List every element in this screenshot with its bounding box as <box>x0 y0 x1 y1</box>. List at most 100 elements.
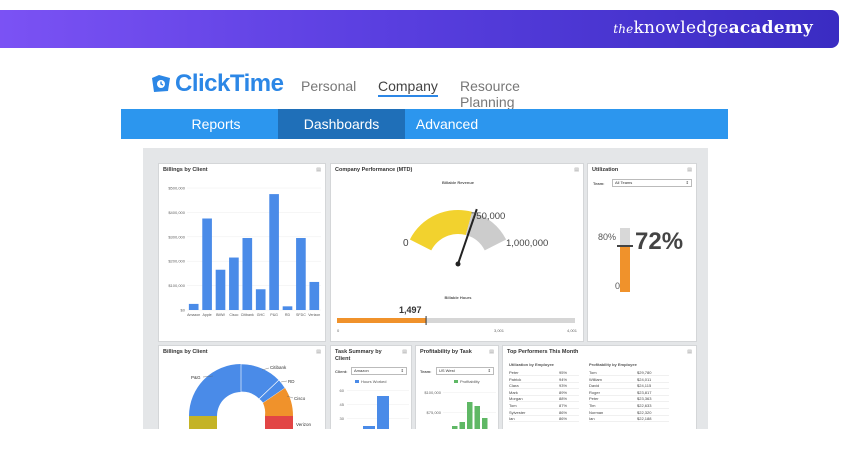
utilization-by-employee-header: Utilization by Employee <box>509 362 554 367</box>
panel-menu-icon[interactable]: ▤ <box>316 167 321 173</box>
panel-menu-icon[interactable]: ▤ <box>402 349 407 355</box>
bar[interactable] <box>202 218 212 311</box>
panel-menu-icon[interactable]: ▤ <box>489 349 494 355</box>
table-cell-value: $22,320 <box>637 409 652 415</box>
progress-tick-2: 4,001 <box>567 328 578 333</box>
table-cell-name: Norman <box>589 409 604 415</box>
table-cell-name: David <box>589 383 600 389</box>
nav-reports[interactable]: Reports <box>191 116 241 132</box>
hours-progress-bar: 0 3,001 4,001 <box>337 316 578 333</box>
x-tick-label: P&G <box>270 313 278 317</box>
panel-menu-icon[interactable]: ▤ <box>687 167 692 173</box>
table-cell-value: 94% <box>559 376 568 382</box>
panel-menu-icon[interactable]: ▤ <box>316 349 321 355</box>
team-select[interactable]: All Teams ⇕ <box>612 179 692 187</box>
table-row: Peter $23,363 <box>589 396 669 403</box>
panel-menu-icon[interactable]: ▤ <box>574 167 579 173</box>
donut-label-citibank: Citibank <box>270 365 287 370</box>
legend-swatch <box>355 380 359 383</box>
donut-label-verizon: Verizon <box>296 422 312 427</box>
panel-menu-icon[interactable]: ▤ <box>687 349 692 355</box>
bar[interactable] <box>309 281 320 310</box>
bar[interactable] <box>269 194 279 310</box>
table-cell-value: $29,780 <box>637 370 652 375</box>
bar[interactable] <box>282 306 293 310</box>
bar[interactable] <box>474 406 481 429</box>
bar[interactable] <box>459 422 466 429</box>
bar[interactable] <box>188 303 199 310</box>
billings-donut-chart: Citibank RD Cisco P&G Verizon <box>189 363 312 429</box>
bar[interactable] <box>482 418 488 429</box>
table-cell-value: $22,633 <box>637 403 652 408</box>
gauge-min-label: 0 <box>403 238 409 249</box>
panel-title: Company Performance (MTD) <box>335 167 413 173</box>
legend-label: Hours Worked <box>361 379 387 384</box>
client-select[interactable]: Amazon ⇕ <box>351 367 407 375</box>
x-tick-label: Cisco <box>229 313 238 317</box>
donut-label-cisco: Cisco <box>294 396 306 401</box>
bar[interactable] <box>229 257 239 310</box>
table-cell-value: $22,188 <box>637 416 652 422</box>
table-cell-value: 89% <box>559 389 568 395</box>
bar[interactable] <box>363 426 375 429</box>
bar[interactable] <box>255 289 266 310</box>
nav-advanced[interactable]: Advanced <box>415 116 479 132</box>
hours-value: 1,497 <box>399 305 422 315</box>
donut-slice-cisco <box>263 388 294 416</box>
table-row: Tom $29,780 <box>589 370 669 376</box>
company-performance-panel: Company Performance (MTD) ▤ Billable Rev… <box>330 163 584 342</box>
task-summary-panel: Task Summary by Client ▤ Client: Amazon ⇕… <box>330 345 412 429</box>
x-tick-label: GHC <box>257 313 265 317</box>
table-cell-value: 86% <box>559 409 568 415</box>
profitability-team-select[interactable]: US West ⇕ <box>436 367 494 375</box>
revenue-gauge: 0 750,000 1,000,000 <box>403 208 548 267</box>
bar[interactable] <box>242 238 253 310</box>
panel-title: Billings by Client <box>163 167 208 173</box>
profitability-by-employee-header: Profitability by Employee <box>589 362 637 367</box>
bar[interactable] <box>215 269 226 310</box>
table-cell-value: $24,011 <box>637 376 652 382</box>
table-cell-name: Mark <box>509 389 518 395</box>
y-tick-label: 30 <box>340 416 345 421</box>
tab-company[interactable]: Company <box>378 78 438 97</box>
table-cell-name: Morgan <box>509 396 523 402</box>
bar[interactable] <box>377 396 389 429</box>
x-tick-label: Citibank <box>241 313 254 317</box>
gauge-max-label: 1,000,000 <box>506 238 548 249</box>
profitability-chart: Profitability $100,000 $75,000 <box>424 379 496 429</box>
bar[interactable] <box>467 402 473 429</box>
table-cell-name: Ian <box>589 416 595 422</box>
donut-slice-verizon <box>265 416 293 429</box>
gauge-hub <box>455 261 461 267</box>
tab-resource-planning[interactable]: Resource Planning <box>460 78 520 110</box>
app-header: ClickTime Personal Company Resource Plan… <box>150 68 570 110</box>
tab-personal[interactable]: Personal <box>301 78 357 94</box>
utilization-percent: 72% <box>635 228 684 255</box>
donut-slice-other <box>189 416 217 429</box>
x-tick-label: SFDC <box>296 313 306 317</box>
clicktime-logo[interactable]: ClickTime <box>150 70 284 98</box>
y-tick-label: $75,000 <box>427 410 442 415</box>
table-cell-name: Tim <box>589 403 596 408</box>
progress-tick-0: 0 <box>337 328 340 333</box>
x-tick-label: RD <box>285 313 291 317</box>
billable-hours-label: Billable Hours <box>444 295 472 300</box>
y-tick-label: $400,000 <box>168 210 185 215</box>
bar[interactable] <box>452 426 458 429</box>
bar[interactable] <box>296 238 306 310</box>
table-cell-name: Tom <box>509 403 517 408</box>
gauge-mid-label: 750,000 <box>471 211 505 222</box>
table-cell-name: Clara <box>509 383 519 389</box>
table-cell-value: 86% <box>559 416 568 422</box>
table-cell-name: William <box>589 376 602 382</box>
y-tick-label: 45 <box>340 402 345 407</box>
utilization-bar-fill <box>620 246 630 292</box>
legend-label: Profitability <box>460 379 480 384</box>
table-cell-value: $23,817 <box>637 389 652 395</box>
y-tick-label: $200,000 <box>168 259 185 264</box>
top-performers-panel: Top Performers This Month ▤ Utilization … <box>502 345 697 429</box>
table-row: Sylvester 86% <box>509 410 579 416</box>
table-cell-name: Peter <box>509 370 519 375</box>
nav-dashboards[interactable]: Dashboards <box>278 109 405 139</box>
